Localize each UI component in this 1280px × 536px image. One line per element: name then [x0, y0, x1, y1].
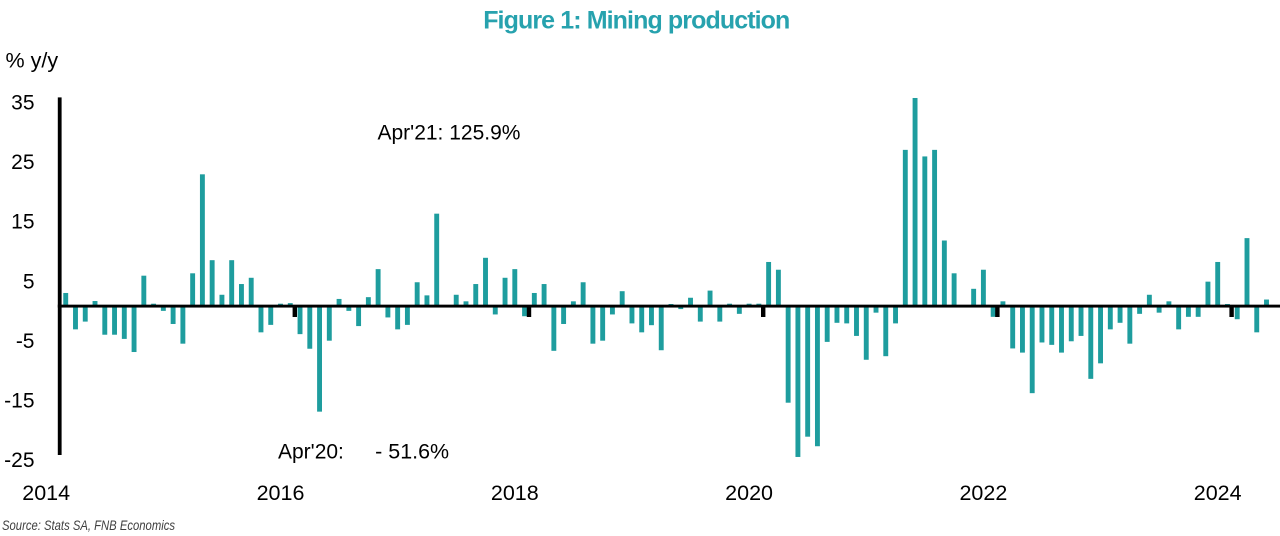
svg-text:2014: 2014 — [22, 481, 70, 505]
svg-text:% y/y: % y/y — [6, 48, 59, 72]
svg-text:Figure 1: Mining production: Figure 1: Mining production — [483, 6, 789, 34]
svg-text:5: 5 — [23, 270, 35, 293]
svg-text:-5: -5 — [16, 330, 35, 353]
svg-text:2020: 2020 — [725, 481, 773, 505]
svg-text:2016: 2016 — [257, 481, 305, 505]
svg-text:Apr'20:: Apr'20: — [278, 440, 344, 463]
svg-text:35: 35 — [11, 91, 34, 114]
svg-text:2022: 2022 — [959, 481, 1007, 505]
svg-text:Apr'21: 125.9%: Apr'21: 125.9% — [378, 122, 521, 145]
svg-text:-15: -15 — [4, 390, 34, 413]
svg-text:2024: 2024 — [1194, 481, 1242, 505]
svg-text:-25: -25 — [4, 449, 34, 472]
svg-text:Source: Stats SA, FNB Economic: Source: Stats SA, FNB Economics — [2, 517, 175, 533]
svg-text:2018: 2018 — [491, 481, 539, 505]
svg-text:25: 25 — [11, 151, 34, 174]
svg-text:- 51.6%: - 51.6% — [375, 440, 449, 463]
svg-text:15: 15 — [11, 211, 34, 234]
